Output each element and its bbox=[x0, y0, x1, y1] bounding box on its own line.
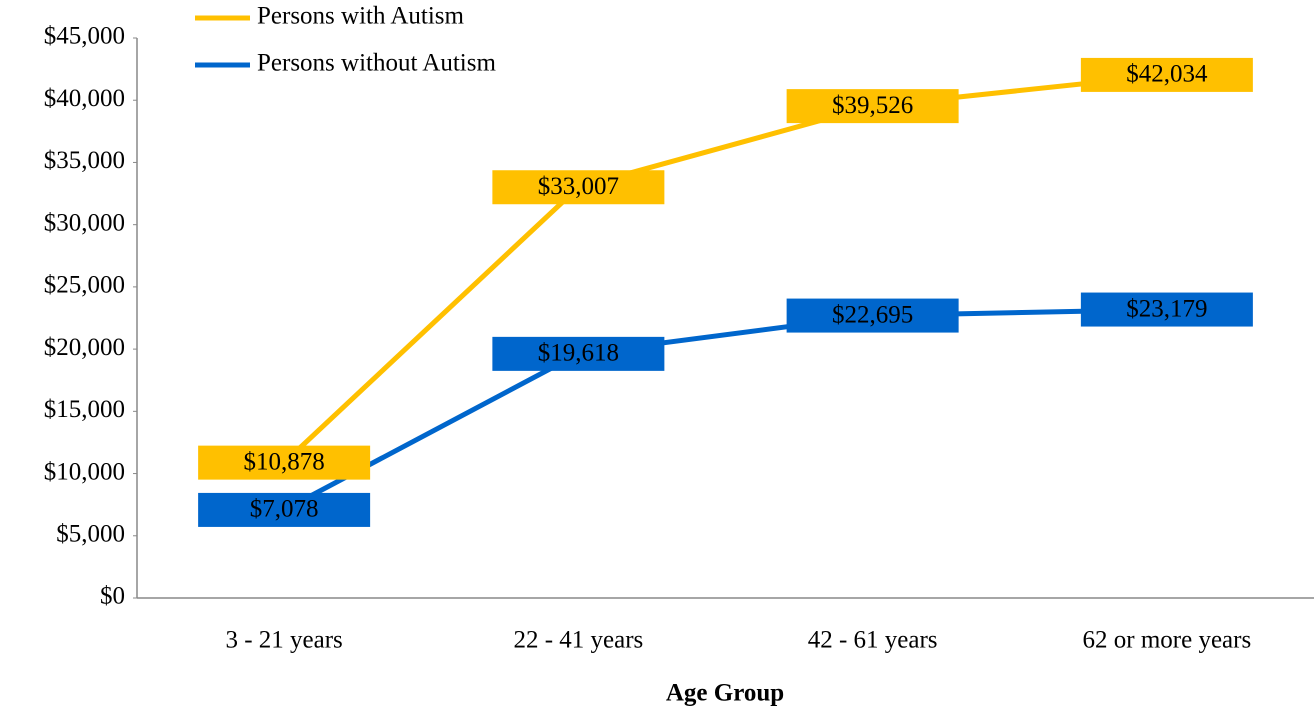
data-label: $7,078 bbox=[250, 496, 319, 523]
series-line bbox=[282, 72, 1168, 465]
label-box bbox=[492, 336, 665, 371]
y-tick-label: $25,000 bbox=[44, 272, 125, 299]
y-tick-label: $5,000 bbox=[56, 521, 125, 548]
y-tick-label: $0 bbox=[100, 583, 125, 610]
x-tick-label: 62 or more years bbox=[1083, 627, 1252, 654]
label-box bbox=[198, 492, 371, 527]
y-tick-label: $35,000 bbox=[44, 147, 125, 174]
y-tick-label: $10,000 bbox=[44, 458, 125, 485]
data-label: $42,034 bbox=[1126, 61, 1208, 88]
x-tick-label: 22 - 41 years bbox=[513, 627, 643, 654]
x-tick-label: 3 - 21 years bbox=[225, 627, 342, 654]
label-box bbox=[492, 170, 665, 205]
data-label: $19,618 bbox=[538, 340, 619, 367]
label-box bbox=[786, 89, 959, 124]
y-tick-label: $45,000 bbox=[44, 23, 125, 50]
x-axis-title: Age Group bbox=[666, 680, 784, 707]
y-tick-label: $20,000 bbox=[44, 334, 125, 361]
label-box bbox=[198, 445, 371, 480]
legend-label: Persons without Autism bbox=[257, 50, 496, 77]
data-label: $22,695 bbox=[832, 301, 913, 328]
y-tick-label: $15,000 bbox=[44, 396, 125, 423]
data-label: $39,526 bbox=[832, 92, 913, 119]
label-box bbox=[1080, 292, 1253, 327]
y-tick-label: $30,000 bbox=[44, 209, 125, 236]
x-tick-label: 42 - 61 years bbox=[808, 627, 938, 654]
label-box bbox=[1080, 57, 1253, 92]
y-tick-label: $40,000 bbox=[44, 85, 125, 112]
data-label: $33,007 bbox=[538, 173, 619, 200]
data-label: $23,179 bbox=[1126, 295, 1207, 322]
series-line bbox=[282, 307, 1167, 513]
data-label: $10,878 bbox=[244, 448, 325, 475]
legend-label: Persons with Autism bbox=[257, 3, 465, 30]
label-box bbox=[786, 298, 959, 333]
